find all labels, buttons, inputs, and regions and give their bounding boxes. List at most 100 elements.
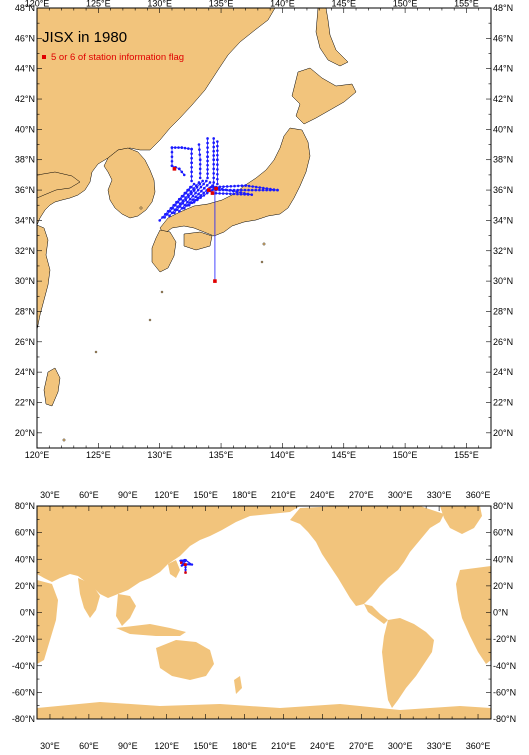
station-point: [202, 186, 206, 190]
top-map: 120°E 120°E 125°E 125°E 130°E 130°E 135°E 135°E…: [15, 0, 513, 460]
station-point: [250, 193, 254, 196]
station-point: [220, 187, 224, 191]
station-point: [246, 193, 250, 196]
station-point: [272, 188, 276, 191]
station-point: [199, 194, 203, 197]
top-y-tick-label: 24°N: [15, 367, 35, 377]
station-point: [190, 201, 194, 205]
station-point: [236, 192, 239, 196]
station-point: [190, 147, 193, 151]
station-point: [187, 188, 191, 192]
bottom-x-tick-label: 270°E: [349, 490, 374, 500]
station-point: [198, 162, 202, 166]
top-y-tick-label: 46°N: [493, 33, 513, 43]
flag-point: [172, 167, 177, 171]
top-x-tick-label: 120°E: [25, 0, 50, 9]
bottom-y-tick-label: 0°N: [493, 608, 508, 618]
station-point: [186, 193, 190, 196]
top-y-tick-label: 38°N: [493, 155, 513, 165]
station-point: [190, 175, 193, 178]
land-small-island: [62, 438, 66, 442]
land-japan: [168, 560, 180, 578]
station-point: [158, 219, 162, 222]
bottom-y-tick-label: -80°N: [493, 714, 516, 724]
station-point: [180, 146, 184, 149]
station-point: [258, 186, 262, 189]
flag-point: [210, 191, 215, 195]
top-y-tick-label: 26°N: [15, 337, 35, 347]
station-point: [185, 204, 189, 207]
station-point: [212, 141, 215, 145]
station-point: [161, 216, 164, 219]
station-point: [189, 190, 193, 193]
station-point: [190, 192, 193, 196]
bottom-y-tick-label: 0°N: [20, 608, 35, 618]
land-eurasia: [37, 506, 300, 598]
station-point: [206, 141, 209, 145]
station-point: [178, 210, 181, 213]
station-point: [212, 137, 215, 140]
top-x-tick-label: 155°E: [454, 0, 479, 9]
top-x-tick-label: 135°E: [209, 450, 234, 460]
station-point: [216, 140, 219, 143]
station-point: [254, 185, 258, 189]
top-y-tick-label: 42°N: [493, 94, 513, 104]
station-point: [184, 198, 188, 202]
station-point: [183, 203, 187, 207]
station-point: [198, 153, 202, 156]
station-point: [180, 206, 184, 210]
bottom-x-tick-label: 210°E: [271, 741, 296, 751]
station-point: [199, 185, 203, 189]
station-point: [194, 195, 197, 199]
flag-point: [206, 188, 211, 192]
station-point: [202, 182, 205, 186]
bottom-x-tick-label: 150°E: [193, 490, 218, 500]
land-indonesia: [116, 624, 186, 636]
bottom-y-tick-label: 20°N: [493, 581, 513, 591]
station-point: [198, 158, 202, 162]
bottom-y-tick-label: 40°N: [15, 554, 35, 564]
bottom-y-tick-label: -60°N: [12, 687, 35, 697]
station-point: [187, 195, 190, 199]
station-point: [175, 208, 179, 211]
top-x-tick-label: 140°E: [270, 0, 295, 9]
bottom-x-tick-label: 360°E: [466, 741, 491, 751]
station-point: [205, 191, 209, 195]
station-point: [190, 156, 193, 160]
station-point: [200, 189, 203, 193]
station-point: [269, 187, 272, 191]
station-point: [206, 176, 209, 180]
land-china-south: [37, 224, 51, 331]
bottom-y-tick-label: -40°N: [12, 661, 35, 671]
land-small-island: [94, 350, 98, 354]
station-point: [169, 206, 173, 210]
station-point: [216, 177, 219, 181]
station-point: [176, 200, 180, 204]
station-point: [239, 192, 243, 196]
land-antarctica: [37, 702, 491, 719]
bottom-y-tick-label: 80°N: [493, 501, 513, 511]
bottom-map-land: [37, 506, 491, 719]
station-point: [198, 182, 202, 186]
station-point: [205, 184, 209, 187]
top-y-tick-label: 32°N: [15, 246, 35, 256]
land-hokkaido: [291, 67, 357, 125]
station-point: [186, 563, 190, 566]
land-small-island: [262, 242, 266, 246]
station-point: [170, 159, 174, 163]
top-y-tick-label: 30°N: [493, 276, 513, 286]
top-map-data: [158, 137, 279, 283]
station-point: [240, 188, 243, 192]
top-x-tick-label: 155°E: [454, 450, 479, 460]
station-point: [206, 155, 209, 158]
station-point: [163, 216, 166, 219]
station-point: [165, 213, 169, 216]
station-point: [198, 172, 202, 175]
land-small-island: [160, 290, 164, 294]
top-map-ticks: 120°E 120°E 125°E 125°E 130°E 130°E 135°E 135°E…: [15, 0, 513, 460]
station-point: [190, 179, 193, 183]
top-y-tick-label: 24°N: [493, 367, 513, 377]
land-korea: [103, 147, 156, 219]
bottom-y-tick-label: -20°N: [12, 634, 35, 644]
